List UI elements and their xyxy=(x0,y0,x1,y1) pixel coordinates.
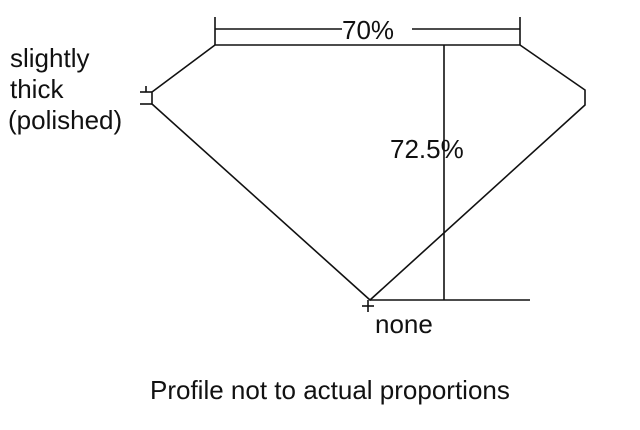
table-percent-label: 70% xyxy=(342,15,395,45)
girdle-label-2: thick xyxy=(10,74,64,104)
caption: Profile not to actual proportions xyxy=(150,375,510,405)
depth-percent-label: 72.5% xyxy=(390,134,464,164)
culet-label: none xyxy=(375,309,433,339)
girdle-label-1: slightly xyxy=(10,43,90,73)
diamond-outline xyxy=(151,44,586,302)
girdle-label-3: (polished) xyxy=(8,105,123,135)
